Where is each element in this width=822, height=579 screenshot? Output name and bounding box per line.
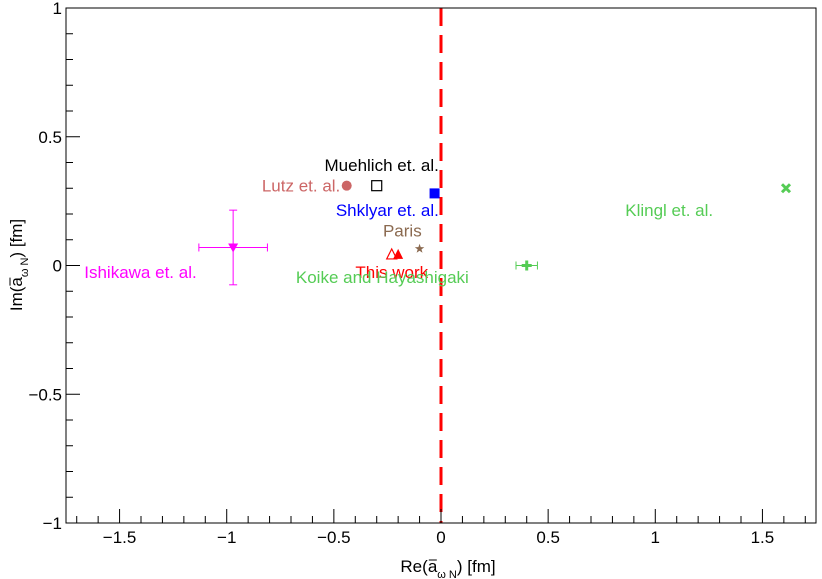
koike-and-hayashigaki-marker — [521, 260, 532, 271]
data-points — [198, 180, 792, 286]
point-labels: Ishikawa et. al. Lutz et. al. Muehlich et.… — [84, 156, 713, 287]
muehlich-et-al-marker — [371, 180, 383, 192]
y-tick-label: −0.5 — [28, 385, 62, 404]
koike-and-hayashigaki-label: Koike and Hayashigaki — [296, 268, 469, 287]
this-work-filled-marker — [393, 248, 404, 259]
y-tick-label: 0.5 — [38, 128, 62, 147]
this-work-marker — [385, 247, 398, 260]
x-tick-label: 0 — [436, 528, 445, 547]
shklyar-et-al-label: Shklyar et. al. — [336, 201, 439, 220]
x-axis-title: Re(aω N) [fm] — [400, 557, 495, 579]
y-axis-title: Im(aω N) [fm] — [7, 219, 31, 311]
this-work-label: This work — [355, 263, 428, 282]
ishikawa-et-al-label: Ishikawa et. al. — [84, 263, 196, 282]
muehlich-et-al-label: Muehlich et. al. — [325, 156, 439, 175]
paris-marker — [414, 243, 425, 253]
klingl-et-al-marker — [780, 183, 792, 194]
lutz-et-al-marker — [341, 180, 352, 191]
shklyar-et-al-marker — [429, 188, 440, 199]
x-tick-label: 1 — [651, 528, 660, 547]
x-tick-label: −1 — [217, 528, 236, 547]
lutz-et-al-label: Lutz et. al. — [262, 177, 340, 196]
y-tick-label: 0 — [53, 257, 62, 276]
ticks: −1.5 −1 −0.5 0 0.5 1 1.5 −1 −0.5 0 0.5 1 — [28, 0, 806, 547]
paris-label: Paris — [383, 222, 422, 241]
x-tick-label: 1.5 — [751, 528, 775, 547]
x-tick-label: 0.5 — [536, 528, 560, 547]
x-tick-label: −0.5 — [317, 528, 351, 547]
x-tick-label: −1.5 — [103, 528, 137, 547]
y-tick-label: −1 — [43, 514, 62, 533]
klingl-et-al-label: Klingl et. al. — [625, 201, 713, 220]
ishikawa-et-al-marker — [228, 243, 239, 253]
y-tick-label: 1 — [53, 0, 62, 18]
